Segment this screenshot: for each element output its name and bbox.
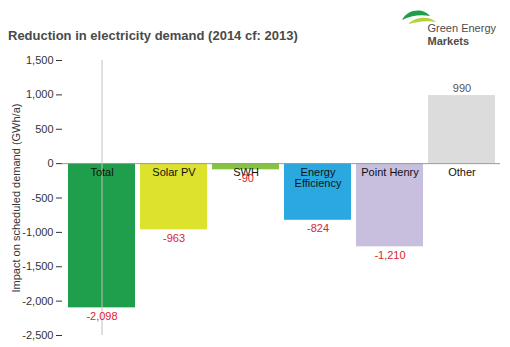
html-text:Green Energy: Green Energy [427,22,496,34]
svg-text:Impact on scheduled demand (GW: Impact on scheduled demand (GWh/a) [10,104,22,293]
svg-text:-2,000: -2,000 [22,295,53,307]
svg-text:-824: -824 [307,222,329,234]
svg-text:0: 0 [47,157,53,169]
svg-text:1,500: 1,500 [26,54,54,66]
svg-text:SWH: SWH [233,166,259,179]
svg-text:1,000: 1,000 [26,88,54,100]
svg-text:EnergyEfficiency: EnergyEfficiency [295,166,342,189]
html-text:Markets: Markets [427,35,470,47]
svg-text:-1,500: -1,500 [22,260,53,272]
html-text:Reduction in electricity deman: Reduction in electricity demand (2014 cf… [8,28,298,43]
svg-text:-2,098: -2,098 [86,310,117,322]
svg-text:500: 500 [35,123,53,135]
svg-text:Total: Total [90,166,113,178]
svg-text:-963: -963 [163,232,185,244]
svg-text:-1,000: -1,000 [22,226,53,238]
svg-text:-2,500: -2,500 [22,329,53,341]
svg-text:-500: -500 [31,192,53,204]
svg-text:Other: Other [448,166,476,178]
svg-text:-1,210: -1,210 [374,249,405,261]
svg-text:990: 990 [453,82,471,94]
svg-text:Point Henry: Point Henry [361,166,419,178]
svg-text:-90: -90 [238,172,254,184]
svg-text:Solar PV: Solar PV [152,166,196,178]
